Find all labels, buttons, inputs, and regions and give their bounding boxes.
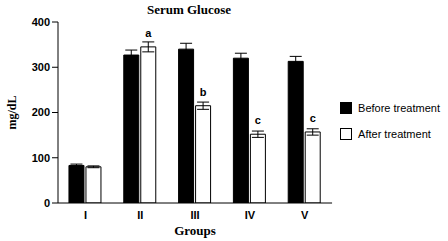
svg-text:100: 100	[32, 152, 50, 164]
svg-text:0: 0	[44, 197, 50, 209]
svg-text:300: 300	[32, 61, 50, 73]
html-text:After treatment: After treatment	[358, 127, 431, 140]
svg-text:b: b	[200, 86, 207, 98]
svg-text:V: V	[301, 209, 309, 221]
svg-text:200: 200	[32, 106, 50, 118]
svg-text:400: 400	[32, 16, 50, 28]
svg-text:a: a	[145, 27, 152, 39]
svg-text:c: c	[310, 112, 316, 124]
svg-text:mg/dL: mg/dL	[8, 95, 19, 129]
svg-text:III: III	[190, 209, 199, 221]
svg-text:IV: IV	[245, 209, 256, 221]
svg-text:c: c	[255, 114, 261, 126]
html-text:Serum Glucose: Serum Glucose	[146, 2, 232, 17]
html-text:Before treatment: Before treatment	[358, 101, 440, 114]
svg-text:Groups: Groups	[174, 223, 216, 238]
svg-text:II: II	[137, 209, 143, 221]
svg-text:I: I	[84, 209, 87, 221]
